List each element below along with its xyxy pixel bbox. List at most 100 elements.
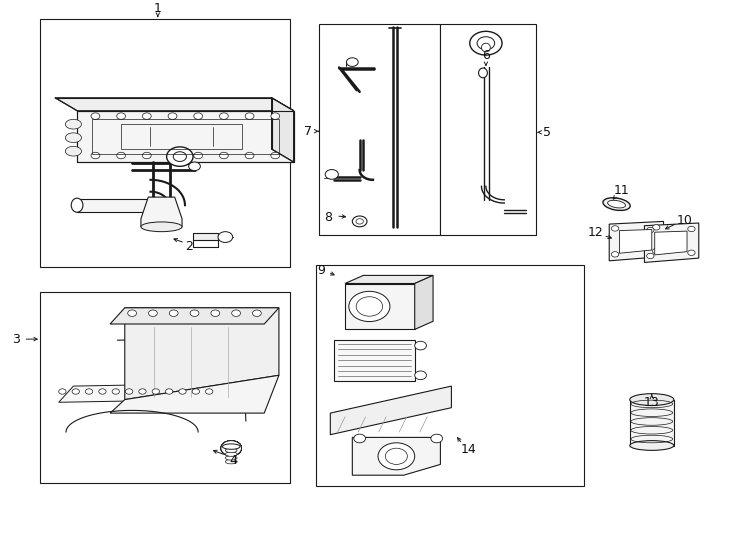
Circle shape: [139, 389, 146, 394]
Bar: [92, 119, 279, 154]
Ellipse shape: [630, 441, 674, 450]
Circle shape: [142, 152, 151, 159]
Text: 4: 4: [230, 454, 237, 467]
Circle shape: [346, 58, 358, 66]
Text: 9: 9: [317, 264, 324, 276]
Polygon shape: [77, 199, 150, 212]
Polygon shape: [193, 233, 218, 240]
Polygon shape: [110, 308, 279, 324]
Polygon shape: [644, 223, 699, 262]
Text: 8: 8: [324, 211, 332, 224]
Circle shape: [221, 441, 241, 456]
Circle shape: [85, 389, 92, 394]
Circle shape: [152, 389, 159, 394]
Bar: [440, 24, 536, 235]
Text: 2: 2: [186, 240, 193, 253]
Circle shape: [165, 389, 172, 394]
Circle shape: [378, 443, 415, 470]
Circle shape: [99, 389, 106, 394]
Polygon shape: [59, 383, 220, 402]
Circle shape: [477, 37, 495, 50]
Circle shape: [59, 389, 66, 394]
Circle shape: [252, 310, 261, 316]
Circle shape: [431, 434, 443, 443]
Circle shape: [219, 113, 228, 119]
Polygon shape: [55, 98, 294, 111]
Ellipse shape: [65, 119, 81, 129]
Polygon shape: [330, 386, 451, 435]
Circle shape: [688, 250, 695, 255]
Circle shape: [167, 147, 193, 166]
Circle shape: [611, 226, 619, 231]
Text: 7: 7: [305, 125, 312, 138]
Circle shape: [211, 310, 219, 316]
Ellipse shape: [65, 146, 81, 156]
Ellipse shape: [225, 452, 237, 456]
Polygon shape: [334, 340, 415, 381]
Text: 1: 1: [154, 2, 161, 15]
Bar: [121, 124, 242, 148]
Ellipse shape: [608, 200, 625, 208]
Circle shape: [168, 152, 177, 159]
Ellipse shape: [479, 68, 487, 78]
Circle shape: [91, 152, 100, 159]
Bar: [630, 400, 674, 446]
Polygon shape: [655, 231, 687, 255]
Circle shape: [128, 310, 137, 316]
Ellipse shape: [71, 198, 83, 212]
Circle shape: [190, 310, 199, 316]
Circle shape: [117, 152, 126, 159]
Circle shape: [232, 310, 241, 316]
Circle shape: [117, 113, 126, 119]
Circle shape: [356, 219, 363, 224]
Circle shape: [349, 292, 390, 321]
Text: 6: 6: [482, 49, 490, 62]
Circle shape: [91, 113, 100, 119]
Circle shape: [126, 389, 133, 394]
Ellipse shape: [225, 460, 237, 464]
Circle shape: [192, 389, 200, 394]
Polygon shape: [272, 98, 294, 162]
Circle shape: [194, 152, 203, 159]
Circle shape: [142, 113, 151, 119]
Text: 13: 13: [644, 396, 660, 409]
Polygon shape: [352, 437, 440, 475]
Text: 12: 12: [588, 226, 604, 239]
Circle shape: [179, 389, 186, 394]
Circle shape: [271, 113, 280, 119]
Circle shape: [415, 341, 426, 350]
Circle shape: [112, 389, 120, 394]
Ellipse shape: [65, 133, 81, 143]
Circle shape: [206, 389, 213, 394]
Text: 11: 11: [614, 184, 630, 197]
Bar: [40, 19, 290, 267]
Polygon shape: [415, 275, 433, 329]
Circle shape: [148, 310, 157, 316]
Circle shape: [72, 389, 79, 394]
Polygon shape: [609, 221, 664, 261]
Circle shape: [647, 227, 654, 233]
Circle shape: [170, 310, 178, 316]
Bar: [316, 265, 584, 486]
Polygon shape: [77, 111, 294, 162]
Polygon shape: [110, 375, 279, 413]
Ellipse shape: [603, 198, 631, 211]
Circle shape: [688, 226, 695, 232]
Circle shape: [385, 448, 407, 464]
Text: 14: 14: [460, 443, 476, 456]
Circle shape: [653, 248, 660, 254]
Text: 3: 3: [12, 333, 20, 346]
Circle shape: [647, 253, 654, 259]
Circle shape: [611, 252, 619, 257]
Ellipse shape: [141, 222, 182, 232]
Circle shape: [356, 297, 382, 316]
Bar: [40, 292, 290, 483]
Circle shape: [221, 441, 241, 456]
Polygon shape: [125, 308, 279, 400]
Circle shape: [219, 152, 228, 159]
Circle shape: [173, 152, 186, 161]
Polygon shape: [345, 284, 415, 329]
Circle shape: [415, 371, 426, 380]
Circle shape: [168, 113, 177, 119]
Bar: [319, 24, 440, 235]
